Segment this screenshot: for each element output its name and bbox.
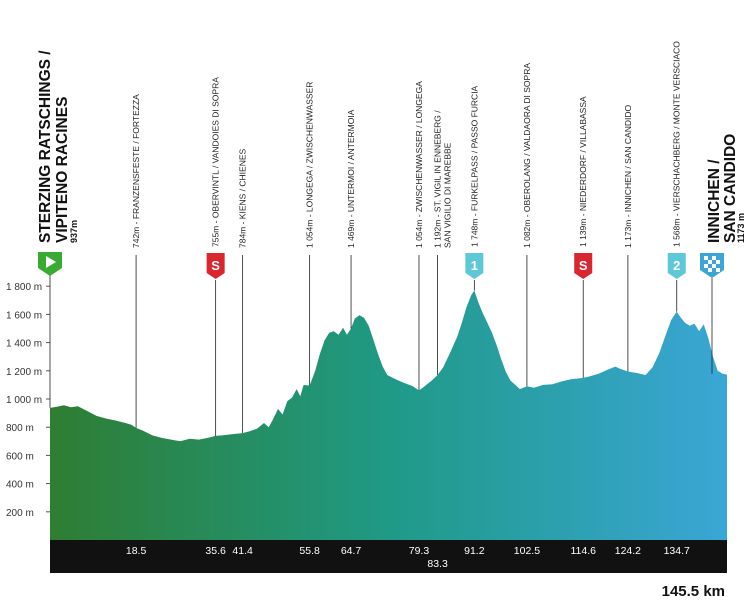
total-distance-label: 145.5 km	[662, 583, 725, 600]
finish-altitude: 1173 m	[736, 213, 746, 243]
km-label: 64.7	[341, 545, 362, 557]
waypoint-label: 1 054m - LONGEGA / ZWISCHENWASSER	[305, 82, 315, 248]
km-label: 35.6	[205, 545, 226, 557]
badge-shape	[667, 253, 686, 279]
km-label: 102.5	[514, 545, 540, 557]
start-altitude: 937m	[69, 220, 79, 243]
waypoint-label: 1 469m - UNTERMOI / ANTERMOIA	[346, 109, 356, 248]
waypoint-label: 1 139m - NIEDERDORF / VILLABASSA	[578, 96, 588, 247]
y-tick-label: 1 800 m	[6, 282, 42, 293]
elevation-profile-area	[50, 290, 727, 540]
y-tick-label: 200 m	[6, 508, 34, 519]
distance-bar	[50, 540, 727, 573]
badge-label: 1	[471, 258, 478, 273]
km-label: 114.6	[570, 545, 596, 557]
sprint-badge-icon: S	[574, 253, 593, 279]
waypoint-label: 1 748m - FURKELPASS / PASSO FURCIA	[469, 85, 479, 247]
finish-name: SAN CANDIDO	[722, 134, 739, 243]
start-name: VIPITENO RACINES	[54, 97, 71, 243]
waypoint-label: 755m - OBERVINTL / VANDOIES DI SOPRA	[211, 77, 221, 247]
waypoint-label: 784m - KIENS / CHIENES	[238, 148, 248, 248]
badge-label: S	[211, 258, 220, 273]
distance-labels: 18.5 35.6 41.4 55.8 64.7 79.383.3 91.2 102.5 114…	[126, 545, 690, 570]
badge-shape	[206, 253, 225, 279]
y-tick-label: 800 m	[6, 423, 34, 434]
km-label: 55.8	[299, 545, 320, 557]
kom-badge-icon: 2	[667, 253, 686, 279]
badge-shape	[574, 253, 593, 279]
waypoint-label: SAN VIGILIO DI MAREBBE	[443, 142, 453, 248]
waypoint-label: 1 568m - VIERSCHACHBERG / MONTE VERSCIAC…	[672, 41, 682, 247]
km-label: 18.5	[126, 545, 147, 557]
waypoint-markers: 742m - FRANZENSFESTE / FORTEZZA S 755m - O…	[37, 41, 746, 436]
y-tick-label: 400 m	[6, 480, 34, 491]
waypoint-label: 1 082m - OBEROLANG / VALDAORA DI SOPRA	[522, 63, 532, 248]
km-label: 79.3	[409, 545, 430, 557]
badge-label: 2	[673, 258, 680, 273]
waypoint-label: 1 173m - INNICHEN / SAN CANDIDO	[623, 105, 633, 248]
play-icon	[46, 256, 56, 268]
km-label: 41.4	[232, 545, 253, 557]
waypoint-label: 1 192m - ST. VIGIL IN ENNEBERG /	[433, 110, 443, 248]
km-label: 134.7	[664, 545, 690, 557]
km-label: 124.2	[615, 545, 641, 557]
start-marker: STERZING RATSCHINGS / VIPITENO RACINES937…	[37, 50, 79, 408]
y-axis: 200 m 400 m 600 m 800 m 1 000 m 1 200 m 1 400 …	[6, 282, 50, 519]
waypoint-label: 742m - FRANZENSFESTE / FORTEZZA	[131, 94, 141, 248]
y-tick-label: 1 400 m	[6, 339, 42, 350]
sprint-badge-icon: S	[206, 253, 225, 279]
finish-name: INNICHEN /	[706, 159, 723, 243]
y-tick-label: 1 600 m	[6, 310, 42, 321]
waypoint-label: 1 054m - ZWISCHENWASSER / LONGEGA	[414, 81, 424, 248]
y-tick-label: 1 200 m	[6, 367, 42, 378]
y-tick-label: 600 m	[6, 451, 34, 462]
badge-shape	[465, 253, 484, 279]
km-label: 83.3	[427, 558, 448, 570]
y-tick-label: 1 000 m	[6, 395, 42, 406]
start-name: STERZING RATSCHINGS /	[37, 50, 54, 243]
km-label: 91.2	[464, 545, 485, 557]
badge-label: S	[579, 258, 588, 273]
kom-badge-icon: 1	[465, 253, 484, 279]
